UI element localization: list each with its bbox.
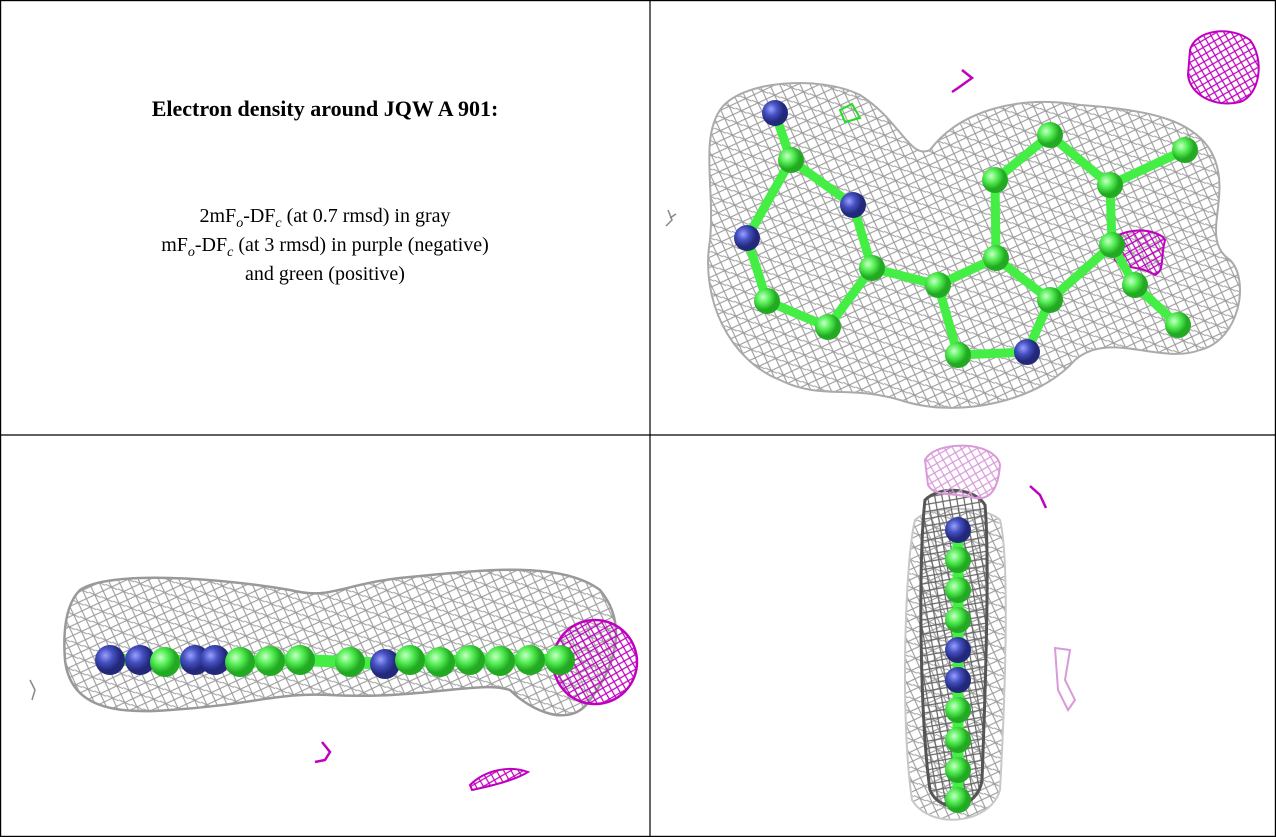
noise-mesh xyxy=(29,679,36,701)
carbon-atom xyxy=(778,147,804,173)
subscript: c xyxy=(227,245,234,260)
carbon-atom xyxy=(515,645,545,675)
subscript: c xyxy=(275,216,282,231)
carbon-atom xyxy=(1099,232,1125,258)
caption-text: (at 0.7 rmsd) in gray xyxy=(281,205,451,227)
molecule xyxy=(95,645,575,679)
caption-text: 2mF xyxy=(199,205,237,227)
carbon-atom xyxy=(1122,272,1148,298)
caption-text: -DF xyxy=(194,234,228,256)
bond xyxy=(1045,130,1115,190)
nitrogen-atom xyxy=(945,517,971,543)
carbon-atom xyxy=(545,645,575,675)
nitrogen-atom xyxy=(200,645,230,675)
negative-density xyxy=(951,69,975,94)
carbon-atom xyxy=(945,757,971,783)
carbon-atom xyxy=(754,288,780,314)
carbon-atom xyxy=(925,272,951,298)
caption-text: and green (positive) xyxy=(245,263,405,285)
carbon-atom xyxy=(425,647,455,677)
caption-text: (at 3 rmsd) in purple (negative) xyxy=(233,234,489,256)
carbon-atom xyxy=(395,645,425,675)
subscript: o xyxy=(187,245,195,260)
carbon-atom xyxy=(982,167,1008,193)
nitrogen-atom xyxy=(95,645,125,675)
caption-title: Electron density around JQW A 901: xyxy=(151,96,499,121)
caption-cell: Electron density around JQW A 901: 2mFo-… xyxy=(0,0,650,435)
carbon-atom xyxy=(225,647,255,677)
nitrogen-atom xyxy=(945,637,971,663)
carbon-atom xyxy=(150,647,180,677)
caption-line: and green (positive) xyxy=(0,263,650,286)
nitrogen-atom xyxy=(734,225,760,251)
bond xyxy=(1105,145,1190,190)
subscript: o xyxy=(236,216,244,231)
negative-density xyxy=(1186,30,1260,105)
carbon-atom xyxy=(1037,287,1063,313)
caption-line: 2mFo-DFc (at 0.7 rmsd) in gray xyxy=(0,205,650,232)
nitrogen-atom xyxy=(370,649,400,679)
negative-density xyxy=(923,444,1002,500)
carbon-atom xyxy=(1172,137,1198,163)
carbon-atom xyxy=(1165,312,1191,338)
molecule xyxy=(945,517,971,813)
negative-density xyxy=(468,767,531,792)
carbon-atom xyxy=(945,577,971,603)
carbon-atom xyxy=(815,314,841,340)
nitrogen-atom xyxy=(1014,339,1040,365)
negative-density xyxy=(314,741,332,764)
positive-density xyxy=(838,102,862,124)
carbon-atom xyxy=(1097,172,1123,198)
carbon-atom xyxy=(945,727,971,753)
carbon-atom xyxy=(335,647,365,677)
caption-text: mF xyxy=(161,234,188,256)
noise-mesh xyxy=(665,209,677,227)
carbon-atom xyxy=(485,646,515,676)
density-mesh xyxy=(63,568,618,717)
nitrogen-atom xyxy=(762,100,788,126)
nitrogen-atom xyxy=(945,667,971,693)
bond xyxy=(742,155,796,243)
carbon-atom xyxy=(945,607,971,633)
carbon-atom xyxy=(859,255,885,281)
carbon-atom xyxy=(983,245,1009,271)
density-mesh xyxy=(707,82,1241,409)
nitrogen-atom xyxy=(840,192,866,218)
carbon-atom xyxy=(285,645,315,675)
carbon-atom xyxy=(945,547,971,573)
bond xyxy=(990,175,1001,263)
molecule xyxy=(734,100,1198,368)
caption-text: -DF xyxy=(243,205,276,227)
carbon-atom xyxy=(255,646,285,676)
negative-density xyxy=(1053,646,1077,712)
negative-density xyxy=(1029,485,1048,509)
bond xyxy=(1045,240,1117,305)
carbon-atom xyxy=(945,697,971,723)
carbon-atom xyxy=(945,342,971,368)
nitrogen-atom xyxy=(125,645,155,675)
carbon-atom xyxy=(1037,122,1063,148)
caption-line: mFo-DFc (at 3 rmsd) in purple (negative) xyxy=(0,234,650,261)
carbon-atom xyxy=(455,645,485,675)
carbon-atom xyxy=(945,787,971,813)
